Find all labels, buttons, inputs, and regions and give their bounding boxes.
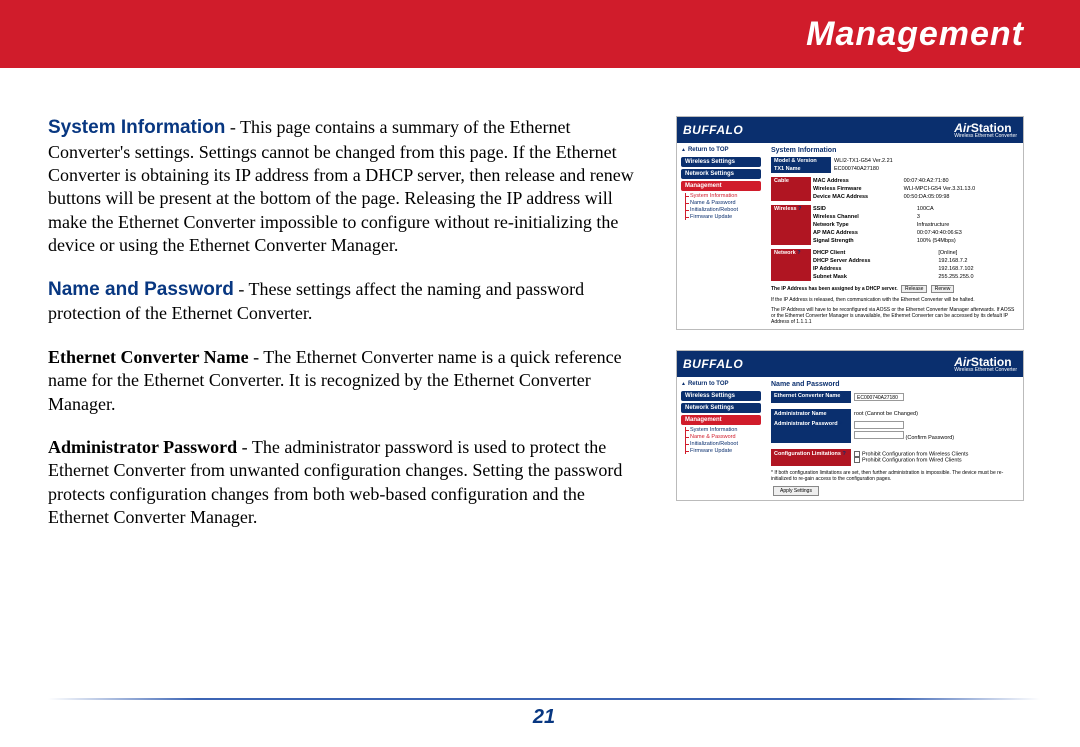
heading-system-info: System Information bbox=[48, 117, 225, 138]
header-bar: Management bbox=[0, 0, 1080, 68]
text-column: System Information - This page contains … bbox=[48, 116, 648, 549]
footer-divider bbox=[48, 698, 1040, 700]
para-name-password: Name and Password - These settings affec… bbox=[48, 278, 648, 326]
nav-wireless[interactable]: Wireless Settings bbox=[681, 157, 761, 167]
nav-management[interactable]: Management bbox=[681, 181, 761, 191]
subnav-init[interactable]: Initialization/Reboot bbox=[690, 441, 761, 447]
subnav-init[interactable]: Initialization/Reboot bbox=[690, 207, 761, 213]
nav-management[interactable]: Management bbox=[681, 415, 761, 425]
nav-network[interactable]: Network Settings bbox=[681, 403, 761, 413]
ss-header: BUFFALO AirStation Wireless Ethernet Con… bbox=[677, 117, 1023, 143]
ss-sidebar: Return to TOP Wireless Settings Network … bbox=[677, 377, 765, 500]
apply-settings-button[interactable]: Apply Settings bbox=[773, 486, 819, 496]
renew-button[interactable]: Renew bbox=[931, 285, 955, 293]
heading-name-password: Name and Password bbox=[48, 279, 234, 300]
release-button[interactable]: Release bbox=[901, 285, 927, 293]
footer: 21 bbox=[48, 698, 1040, 729]
dhcp-note: The IP Address has been assigned by a DH… bbox=[771, 285, 1017, 293]
nav-wireless[interactable]: Wireless Settings bbox=[681, 391, 761, 401]
admin-pw-input[interactable] bbox=[854, 421, 904, 429]
ec-name-input[interactable]: EC000740A27180 bbox=[854, 393, 904, 401]
brand-logo: BUFFALO bbox=[683, 357, 743, 371]
airstation-logo: AirStation Wireless Ethernet Converter bbox=[954, 355, 1017, 373]
para-system-info: System Information - This page contains … bbox=[48, 116, 648, 258]
screenshot-name-password: BUFFALO AirStation Wireless Ethernet Con… bbox=[676, 350, 1024, 501]
airstation-logo: AirStation Wireless Ethernet Converter bbox=[954, 121, 1017, 139]
heading-ec-name: Ethernet Converter Name bbox=[48, 347, 249, 367]
heading-admin-pw: Administrator Password bbox=[48, 437, 237, 457]
sysinfo-table-cable: Cable MAC Address00:07:40:A2:71:80 Wirel… bbox=[771, 177, 1017, 201]
nav-sub: System Information Name & Password Initi… bbox=[685, 193, 761, 220]
config-limits-table: Configuration Limitations ? Prohibit Con… bbox=[771, 449, 1017, 466]
screenshots-column: BUFFALO AirStation Wireless Ethernet Con… bbox=[676, 116, 1024, 549]
brand-logo: BUFFALO bbox=[683, 123, 743, 137]
return-to-top-link[interactable]: Return to TOP bbox=[681, 381, 761, 387]
ss-main-panel: Name and Password Ethernet Converter Nam… bbox=[765, 377, 1023, 500]
subnav-fw[interactable]: Firmware Update bbox=[690, 448, 761, 454]
reconfig-note: The IP Address will have to be reconfigu… bbox=[771, 307, 1017, 325]
prohibit-wireless-checkbox[interactable] bbox=[854, 451, 860, 457]
admin-pw-confirm-input[interactable] bbox=[854, 431, 904, 439]
ss-header: BUFFALO AirStation Wireless Ethernet Con… bbox=[677, 351, 1023, 377]
return-to-top-link[interactable]: Return to TOP bbox=[681, 147, 761, 153]
subnav-namepw[interactable]: Name & Password bbox=[690, 200, 761, 206]
sysinfo-table-network: Network ? DHCP Client[Online] DHCP Serve… bbox=[771, 249, 1017, 281]
sysinfo-table-top: Model & VersionWLI2-TX1-G54 Ver.2.21 TX1… bbox=[771, 157, 1017, 173]
para-admin-pw: Administrator Password - The administrat… bbox=[48, 436, 648, 530]
page-number: 21 bbox=[48, 706, 1040, 729]
ss-title: Name and Password bbox=[771, 381, 1017, 388]
nav-network[interactable]: Network Settings bbox=[681, 169, 761, 179]
subnav-sysinfo[interactable]: System Information bbox=[690, 193, 761, 199]
page-title: Management bbox=[806, 15, 1024, 54]
screenshot-system-info: BUFFALO AirStation Wireless Ethernet Con… bbox=[676, 116, 1024, 330]
admin-table: Administrator Name root (Cannot be Chang… bbox=[771, 409, 1017, 443]
subnav-fw[interactable]: Firmware Update bbox=[690, 214, 761, 220]
ss-sidebar: Return to TOP Wireless Settings Network … bbox=[677, 143, 765, 329]
nav-sub: System Information Name & Password Initi… bbox=[685, 427, 761, 454]
ss-title: System Information bbox=[771, 147, 1017, 154]
content-row: System Information - This page contains … bbox=[0, 68, 1080, 549]
subnav-sysinfo[interactable]: System Information bbox=[690, 427, 761, 433]
prohibit-wired-checkbox[interactable] bbox=[854, 457, 860, 463]
subnav-namepw[interactable]: Name & Password bbox=[690, 434, 761, 440]
config-limit-note: * If both configuration limitations are … bbox=[771, 470, 1017, 482]
para-ec-name: Ethernet Converter Name - The Ethernet C… bbox=[48, 346, 648, 416]
ss-main-panel: System Information Model & VersionWLI2-T… bbox=[765, 143, 1023, 329]
release-warning: If the IP Address is released, then comm… bbox=[771, 297, 1017, 303]
sysinfo-table-wireless: Wireless ? SSID100CA Wireless Channel3 N… bbox=[771, 205, 1017, 245]
name-pw-table: Ethernet Converter Name ? EC000740A27180 bbox=[771, 391, 1017, 403]
